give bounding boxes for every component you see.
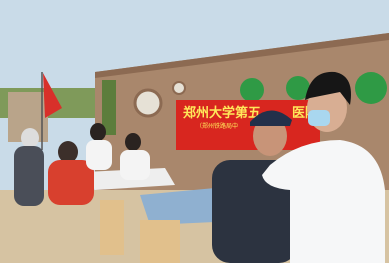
doctor-head: [90, 123, 106, 141]
round-window: [173, 82, 185, 94]
green-sign: [355, 72, 387, 104]
person-head: [21, 128, 39, 148]
chair: [140, 220, 180, 263]
green-sign: [240, 78, 264, 102]
doctor-coat: [120, 150, 150, 180]
doctor-coat: [86, 140, 112, 170]
person: [14, 146, 44, 206]
banner-title: 郑州大学第五: [183, 105, 261, 121]
person-head: [58, 141, 78, 163]
chair: [100, 200, 124, 255]
doctor-head: [125, 133, 141, 151]
round-window: [135, 90, 161, 116]
photo-scene: 郑州大学第五 医院 （郑州铁路局中: [0, 0, 389, 263]
face-mask: [308, 110, 330, 126]
banner-subtitle: （郑州铁路局中: [196, 122, 238, 130]
person-red-coat: [48, 160, 94, 205]
